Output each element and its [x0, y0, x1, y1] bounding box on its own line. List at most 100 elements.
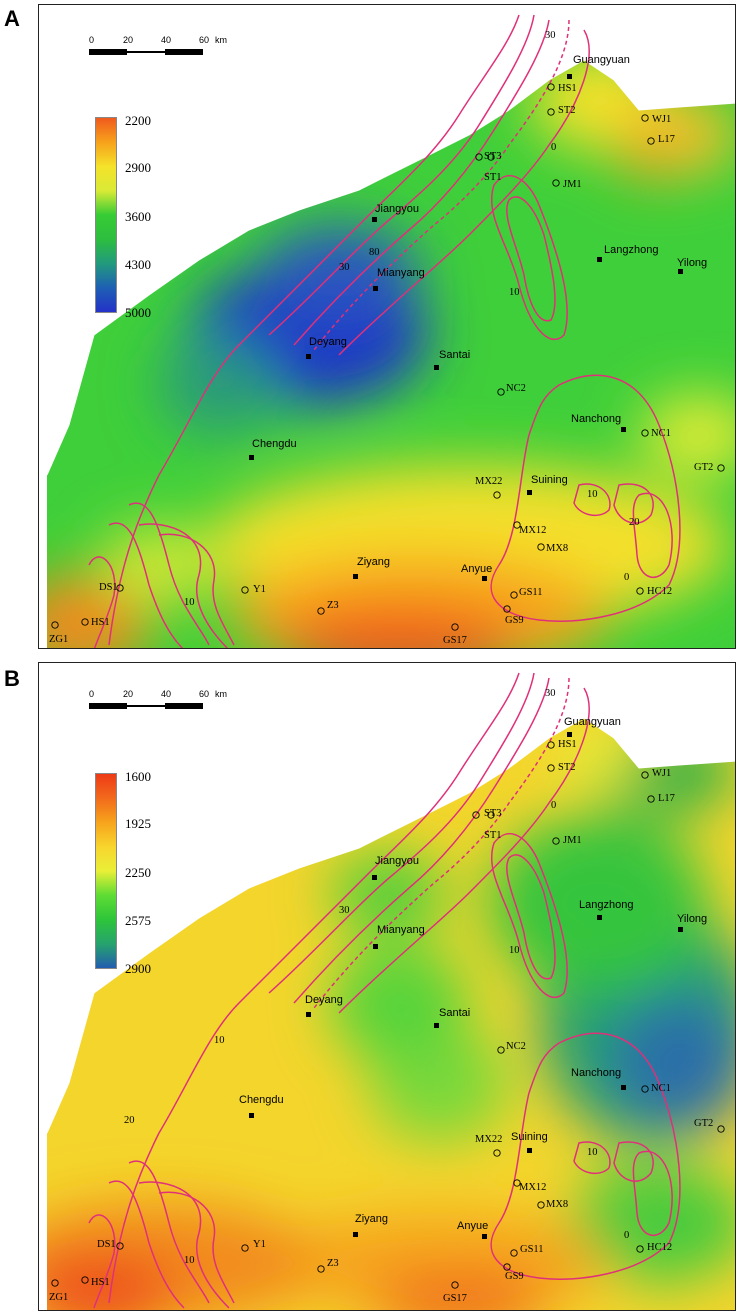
contour-label: 10: [509, 945, 520, 956]
well-label: MX22: [475, 476, 502, 487]
well-marker: [641, 1085, 649, 1093]
city-label-suining: Suining: [511, 1131, 548, 1143]
well-marker: [241, 1244, 249, 1252]
city-marker: [249, 455, 254, 460]
scale-tick: 40: [161, 35, 172, 45]
color-ramp: [95, 117, 117, 313]
well-label: L17: [658, 793, 675, 804]
well-marker: [552, 837, 560, 845]
city-label-jiangyou: Jiangyou: [375, 855, 419, 867]
city-label-nanchong: Nanchong: [571, 413, 621, 425]
legend-label: 2250: [125, 865, 151, 880]
well-marker: [51, 621, 59, 629]
scale-bar-b: 0 20 40 60 km: [89, 689, 227, 715]
city-label-santai: Santai: [439, 1007, 470, 1019]
well-marker: [51, 1279, 59, 1287]
well-marker: [475, 153, 483, 161]
well-label: ST2: [558, 105, 576, 116]
well-marker: [547, 741, 555, 749]
city-label-jiangyou: Jiangyou: [375, 203, 419, 215]
city-marker: [621, 427, 626, 432]
city-label-guangyuan: Guangyuan: [564, 716, 621, 728]
contours-a: [88, 14, 681, 648]
contour-label: 10: [587, 489, 598, 500]
well-marker: [510, 1249, 518, 1257]
city-label-deyang: Deyang: [309, 336, 347, 348]
color-ramp: [95, 773, 117, 969]
contour-label: 20: [629, 517, 640, 528]
well-label: MX8: [546, 543, 568, 554]
well-label: MX12: [519, 1182, 546, 1193]
well-marker: [636, 1245, 644, 1253]
scale-segment: [127, 51, 165, 53]
contour-label: 30: [339, 905, 350, 916]
contour-label: 10: [509, 287, 520, 298]
well-marker: [717, 1125, 725, 1133]
well-marker: [493, 491, 501, 499]
well-marker: [451, 623, 459, 631]
city-label-deyang: Deyang: [305, 994, 343, 1006]
city-marker: [249, 1113, 254, 1118]
well-labels-b: HS1 ST2 WJ1 L17 ST3 ST1 JM1 NC2 NC1 GT2 …: [49, 739, 713, 1304]
well-marker: [717, 464, 725, 472]
city-label-yilong: Yilong: [677, 913, 707, 925]
well-marker: [552, 179, 560, 187]
well-marker: [317, 607, 325, 615]
well-label: ST3: [484, 151, 502, 162]
well-label: Y1: [253, 1239, 266, 1250]
city-marker: [434, 365, 439, 370]
well-label: JM1: [563, 179, 582, 190]
well-marker: [537, 1201, 545, 1209]
contour-label: 30: [545, 688, 556, 699]
well-label: HS1: [91, 617, 110, 628]
wells-a: [51, 83, 725, 631]
legend-label: 1600: [125, 769, 151, 784]
well-label: DS1: [99, 582, 118, 593]
well-label: NC1: [651, 1083, 671, 1094]
well-marker: [497, 388, 505, 396]
city-marker: [373, 944, 378, 949]
well-label: MX8: [546, 1199, 568, 1210]
well-label: GS11: [520, 1244, 544, 1255]
contour-labels-b: 30 0 30 10 10 20 10 10 0: [124, 688, 629, 1266]
legend-label: 5000: [125, 305, 151, 320]
well-label: GT2: [694, 462, 713, 473]
well-label: HC12: [647, 586, 672, 597]
well-marker: [547, 83, 555, 91]
well-label: GS11: [519, 587, 543, 598]
contour-label: 10: [184, 1255, 195, 1266]
city-label-guangyuan: Guangyuan: [573, 54, 630, 66]
well-label: ST1: [484, 172, 502, 183]
scale-tick: 60: [199, 35, 210, 45]
well-label: DS1: [97, 1239, 116, 1250]
contour-label: 10: [587, 1147, 598, 1158]
legend-label: 2575: [125, 913, 151, 928]
well-label: HS1: [558, 83, 577, 94]
city-marker: [372, 217, 377, 222]
city-marker: [482, 576, 487, 581]
well-labels-a: HS1 ST2 WJ1 L17 ST3 ST1 JM1 NC2 NC1 GT2 …: [49, 83, 713, 646]
city-label-chengdu: Chengdu: [252, 438, 297, 450]
well-marker: [636, 587, 644, 595]
city-label-langzhong: Langzhong: [604, 244, 658, 256]
well-label: GS17: [443, 1293, 467, 1304]
city-label-langzhong: Langzhong: [579, 899, 633, 911]
color-legend-b: 1600 1925 2250 2575 2900: [95, 769, 205, 976]
scale-segment: [89, 49, 127, 55]
city-marker: [527, 490, 532, 495]
city-label-mianyang: Mianyang: [377, 267, 425, 279]
well-label: MX22: [475, 1134, 502, 1145]
legend-label: 3600: [125, 209, 151, 224]
scale-unit: km: [215, 689, 227, 699]
city-marker: [434, 1023, 439, 1028]
well-label: GS9: [505, 1271, 524, 1282]
city-label-anyue: Anyue: [461, 563, 492, 575]
city-label-anyue: Anyue: [457, 1220, 488, 1232]
scale-bar-a: 0 20 40 60 km: [89, 35, 227, 61]
contour-label: 10: [214, 1035, 225, 1046]
city-marker: [678, 927, 683, 932]
scale-tick: 60: [199, 689, 210, 699]
well-marker: [487, 811, 495, 819]
well-label: Z3: [327, 1258, 339, 1269]
map-panel-a: 30 0 30 80 10 20 10 10 0 Guangyuan Jiang…: [38, 4, 736, 649]
